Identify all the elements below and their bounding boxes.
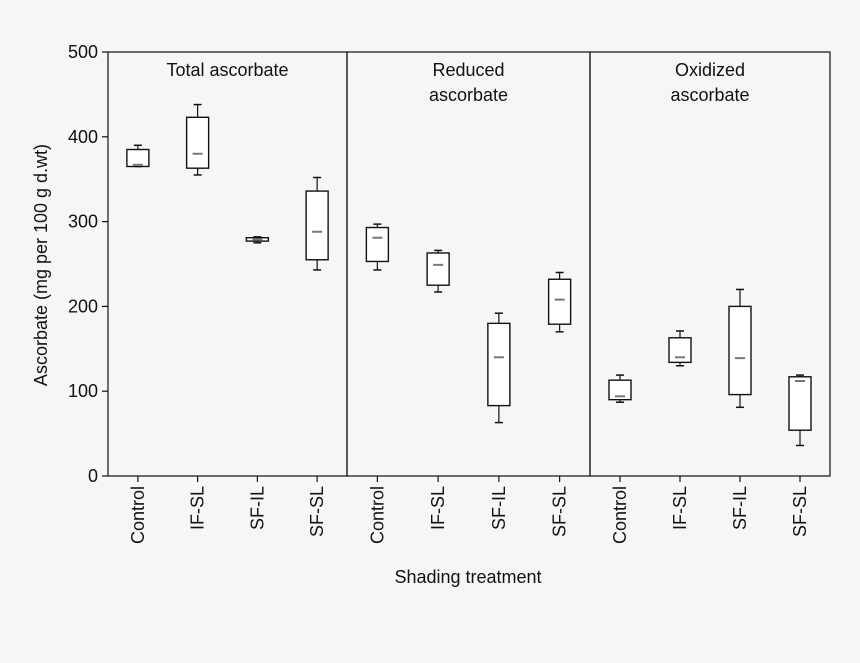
- x-category-label: Control: [128, 486, 148, 544]
- plot-area: 0 100 200 300 400 500 Total ascorbate Control IF…: [68, 42, 831, 544]
- panel-title-line: Total ascorbate: [166, 60, 288, 80]
- y-axis-title: Ascorbate (mg per 100 g d.wt): [31, 144, 51, 386]
- x-category-label: SF-IL: [489, 486, 509, 530]
- box-iqr: [365, 226, 390, 263]
- x-category-label: SF-SL: [307, 486, 327, 537]
- box-iqr: [305, 190, 329, 261]
- panel-frame: [346, 51, 591, 477]
- y-tick-label: 0: [88, 466, 98, 486]
- y-tick-label: 200: [68, 296, 98, 316]
- panel-frame: [589, 51, 831, 477]
- box-iqr: [788, 376, 812, 431]
- box-iqr: [547, 278, 572, 325]
- panel-title: Reduced ascorbate: [429, 60, 508, 105]
- x-axis-title: Shading treatment: [394, 567, 541, 587]
- y-axis-title-group: Ascorbate (mg per 100 g d.wt): [31, 144, 51, 386]
- panel-title-line: Reduced: [432, 60, 504, 80]
- x-category-label: IF-SL: [428, 486, 448, 530]
- box-iqr: [185, 116, 210, 169]
- panel-title-line: ascorbate: [429, 85, 508, 105]
- x-category-label: IF-SL: [670, 486, 690, 530]
- x-category-label: SF-IL: [730, 486, 750, 530]
- y-tick-label: 100: [68, 381, 98, 401]
- x-category-label: Control: [610, 486, 630, 544]
- y-tick-label: 500: [68, 42, 98, 62]
- y-tick-label: 400: [68, 127, 98, 147]
- box-iqr: [426, 252, 450, 286]
- panel-title: Total ascorbate: [166, 60, 288, 80]
- box-iqr: [728, 305, 752, 396]
- box-iqr: [487, 322, 511, 407]
- panel-title: Oxidized ascorbate: [670, 60, 749, 105]
- panel-title-line: Oxidized: [675, 60, 745, 80]
- x-category-label: SF-IL: [247, 486, 267, 530]
- panel-frame: [107, 51, 348, 477]
- x-category-label: Control: [367, 486, 387, 544]
- box-iqr: [126, 148, 150, 168]
- x-category-label: SF-SL: [790, 486, 810, 537]
- panel-title-line: ascorbate: [670, 85, 749, 105]
- box-iqr: [608, 379, 632, 401]
- x-category-label: SF-SL: [550, 486, 570, 537]
- box-iqr: [668, 337, 692, 364]
- y-tick-label: 300: [68, 212, 98, 232]
- x-category-label: IF-SL: [188, 486, 208, 530]
